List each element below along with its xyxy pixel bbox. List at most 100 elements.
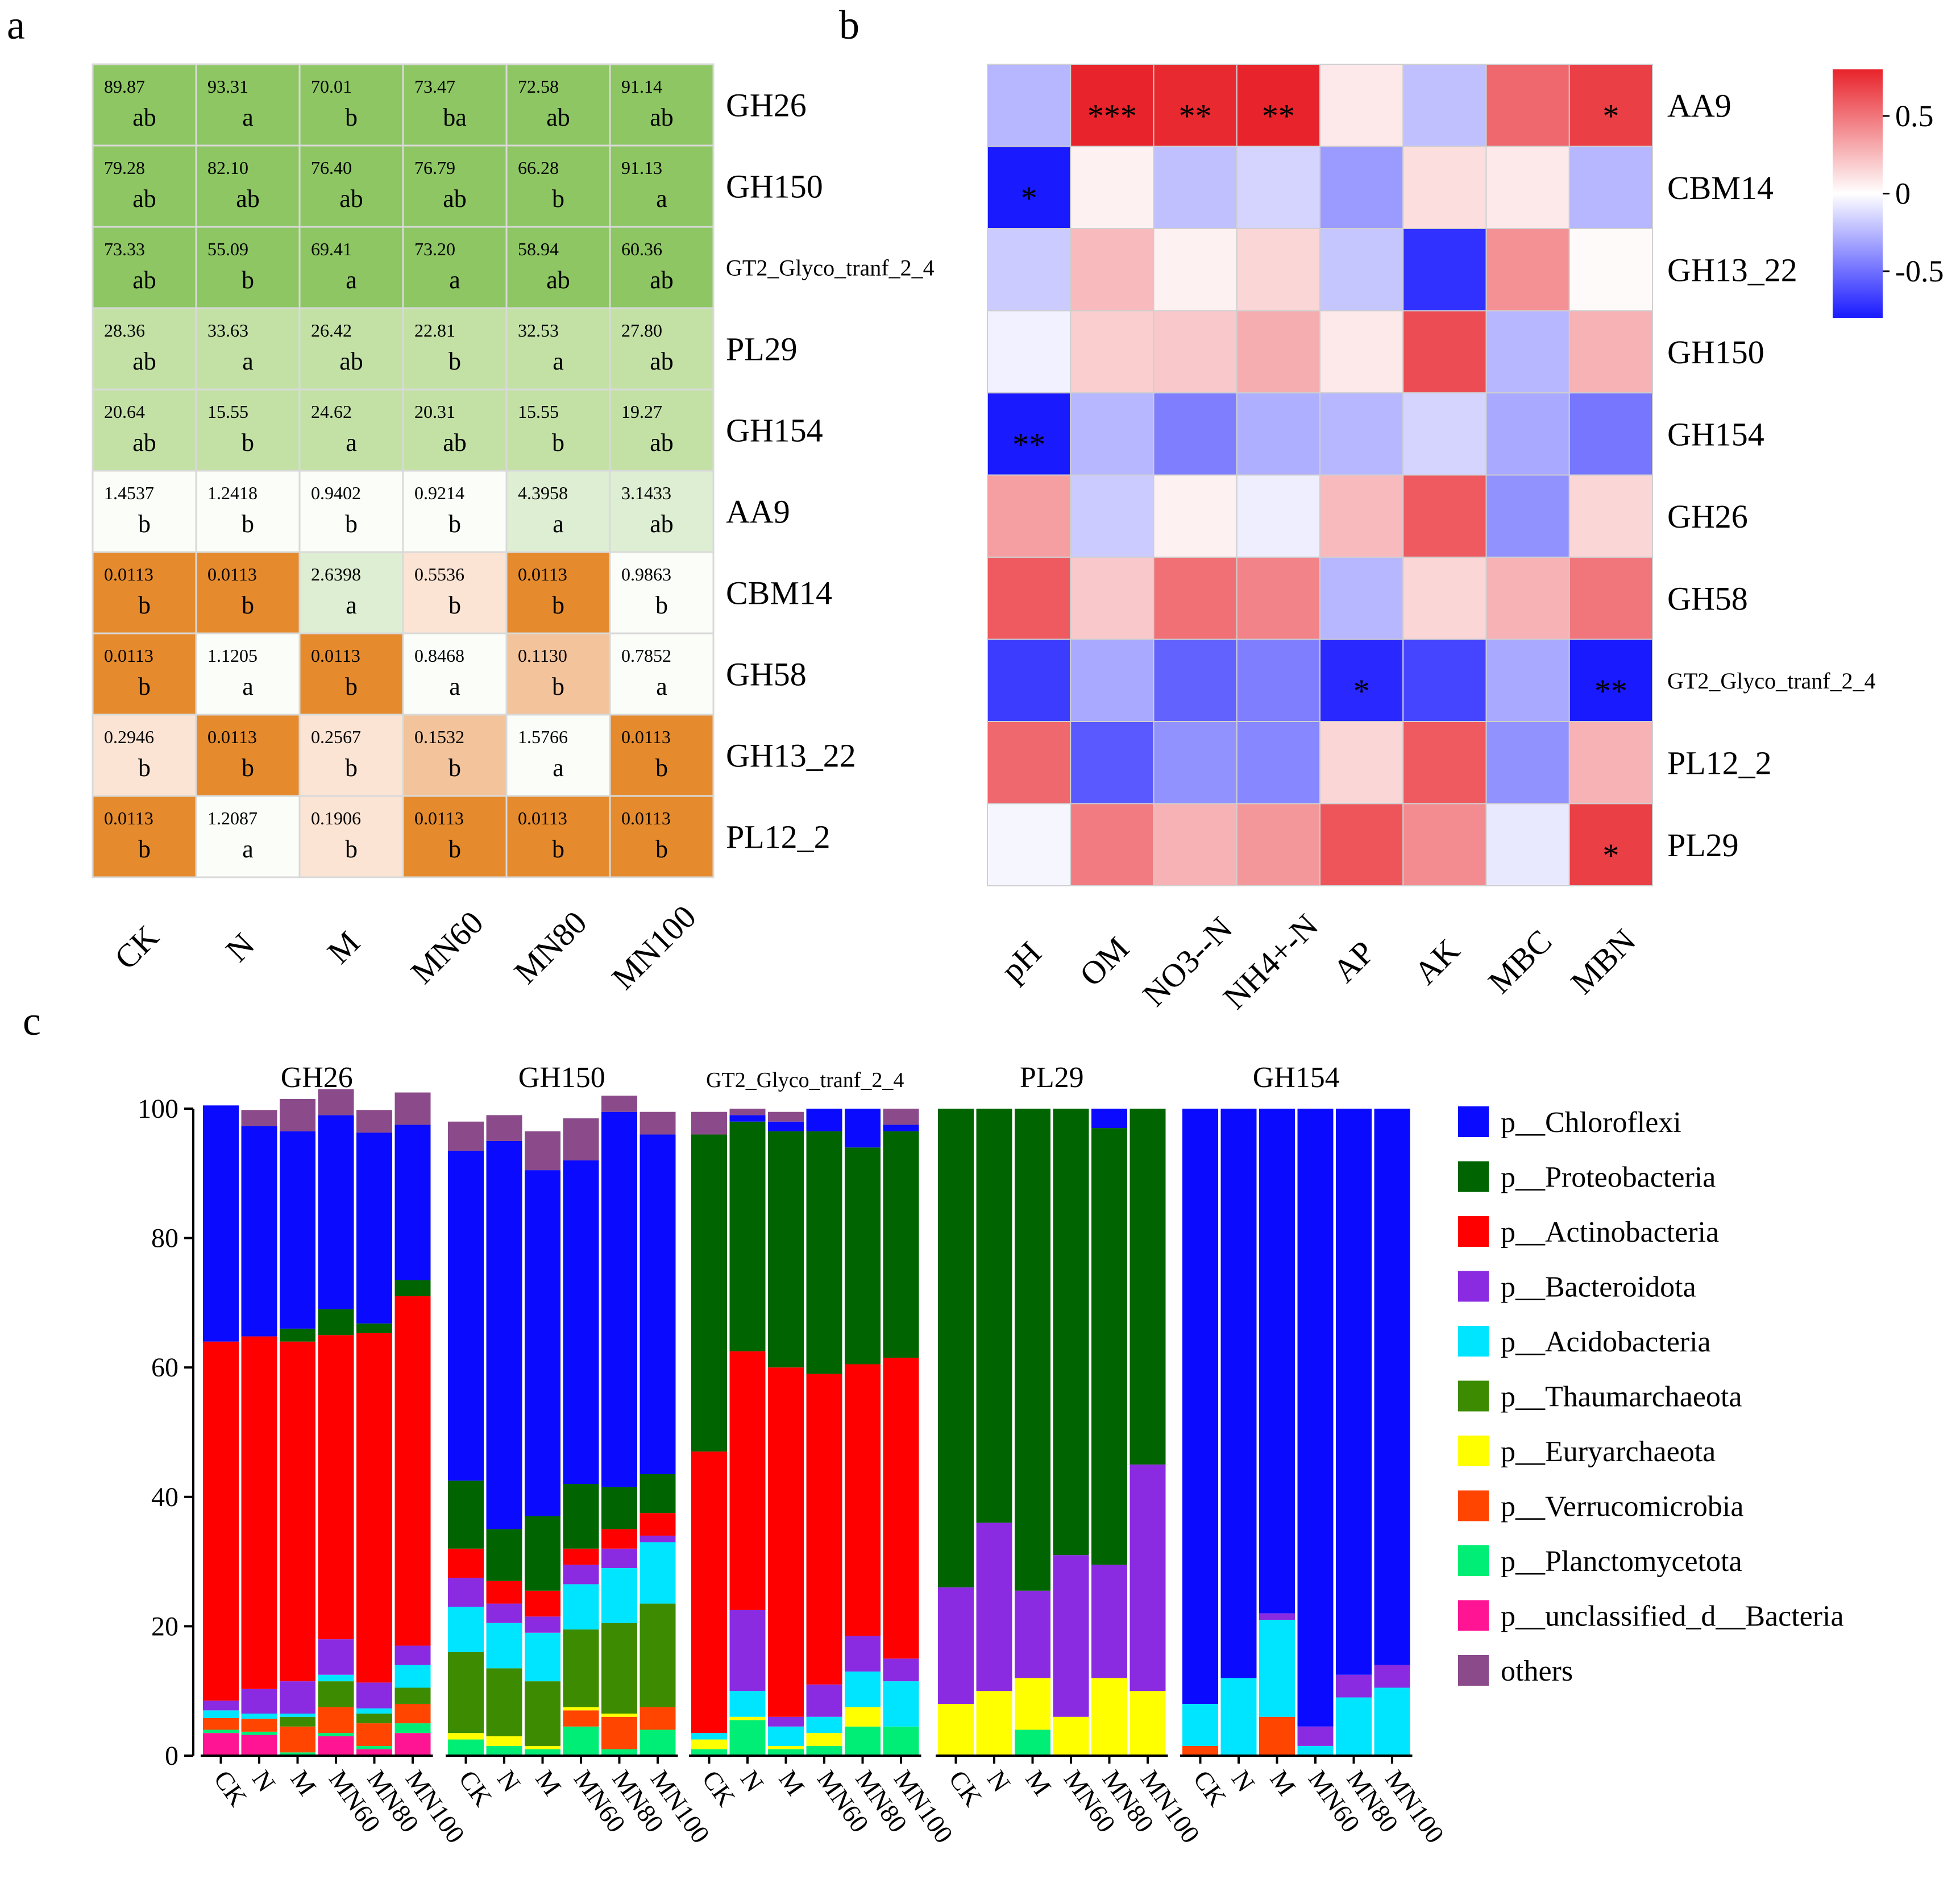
table-cell	[609, 470, 715, 553]
heatmap-cell	[1236, 721, 1320, 804]
subplot-title-gh26: GH26	[281, 1061, 353, 1094]
cell-value: 15.55	[518, 401, 559, 422]
bar-segment-p-actinobacteria	[318, 1335, 354, 1640]
bar-segment-p-bacteroidota	[203, 1700, 239, 1711]
heatmap-cell	[1402, 310, 1487, 393]
bar-segment-p-chloroflexi	[356, 1133, 392, 1324]
bar-segment-p-thaumarchaeota	[601, 1623, 637, 1714]
x-tick-label-ck: CK	[208, 1765, 252, 1811]
heatmap-cell	[1319, 146, 1404, 229]
bar-segment-p-euryarchaeota	[729, 1716, 766, 1720]
bar-segment-p-unclassified-d-bacteria	[203, 1733, 239, 1756]
table-cell	[92, 632, 197, 716]
heatmap-cell	[1153, 721, 1238, 804]
column-label-m: M	[320, 924, 367, 970]
bar-segment-p-chloroflexi	[203, 1105, 239, 1342]
significance-stars: *	[1602, 97, 1619, 134]
cell-value: 24.62	[311, 401, 352, 422]
cell-group-letter: b	[345, 835, 358, 863]
bar-segment-p-thaumarchaeota	[356, 1714, 392, 1724]
heatmap-cell	[987, 64, 1072, 147]
bar-segment-p-chloroflexi	[1182, 1109, 1218, 1704]
bar-segment-others	[280, 1098, 315, 1131]
cell-value: 76.40	[311, 157, 352, 178]
bar-segment-p-verrucomicrobia	[356, 1723, 392, 1746]
heatmap-cell	[1236, 803, 1320, 886]
heatmap-cell	[1485, 228, 1570, 312]
x-tick-label-n: N	[1226, 1765, 1261, 1797]
significance-stars: *	[1353, 673, 1370, 710]
x-tick-label-n: N	[982, 1765, 1016, 1797]
legend-label-p-proteobacteria: p__Proteobacteria	[1501, 1162, 1716, 1194]
legend-label-p-chloroflexi: p__Chloroflexi	[1501, 1106, 1681, 1139]
heatmap-cell	[1236, 474, 1320, 558]
cell-value: 0.2946	[104, 727, 154, 747]
cell-value: 72.58	[518, 76, 559, 97]
x-tick-label-m: M	[773, 1765, 810, 1801]
cell-group-letter: b	[449, 347, 461, 375]
bar-segment-p-chloroflexi	[525, 1170, 560, 1516]
heatmap-cell	[1070, 392, 1155, 476]
heatmap-cell	[1319, 803, 1404, 886]
y-tick-label: 60	[151, 1353, 178, 1383]
bar-segment-p-euryarchaeota	[768, 1745, 804, 1749]
heatmap-cell	[1070, 721, 1155, 804]
bar-segment-p-bacteroidota	[1297, 1726, 1334, 1746]
bar-segment-p-planctomycetota	[448, 1739, 484, 1756]
cell-value: 33.63	[207, 320, 248, 341]
bar-segment-others	[601, 1096, 637, 1112]
heatmap-cell	[1402, 392, 1487, 476]
heatmap-row-label-gh58: GH58	[1667, 580, 1748, 617]
bar-segment-p-proteobacteria	[601, 1487, 637, 1529]
cell-group-letter: b	[552, 429, 564, 457]
significance-stars: ***	[1087, 97, 1137, 134]
bar-segment-p-bacteroidota	[768, 1716, 804, 1727]
heatmap-cell	[1153, 557, 1238, 640]
legend-label-p-acidobacteria: p__Acidobacteria	[1501, 1326, 1711, 1358]
heatmap-cell	[1402, 228, 1487, 312]
bar-segment-p-planctomycetota	[280, 1752, 315, 1756]
bar-segment-p-chloroflexi	[1091, 1109, 1127, 1129]
bar-segment-p-bacteroidota	[729, 1610, 766, 1691]
table-cell	[298, 714, 404, 797]
heatmap-row-label-pl12-2: PL12_2	[1667, 744, 1772, 781]
bar-segment-p-bacteroidota	[1374, 1665, 1410, 1688]
heatmap-cell	[1070, 638, 1155, 722]
bar-segment-p-chloroflexi	[241, 1126, 277, 1337]
bar-segment-p-euryarchaeota	[845, 1707, 881, 1727]
cell-group-letter: ab	[443, 185, 467, 213]
cell-group-letter: a	[346, 429, 357, 457]
cell-group-letter: ab	[132, 185, 156, 213]
colorbar-tick-label: 0.5	[1895, 99, 1934, 133]
bar-segment-p-euryarchaeota	[1015, 1678, 1050, 1730]
bar-segment-p-bacteroidota	[356, 1682, 392, 1708]
heatmap-cell	[987, 474, 1072, 558]
bar-segment-p-proteobacteria	[318, 1309, 354, 1335]
cell-value: 60.36	[621, 239, 662, 259]
x-tick-label-ck: CK	[453, 1765, 497, 1811]
row-label-pl12-2: PL12_2	[726, 819, 830, 856]
bar-segment-p-unclassified-d-bacteria	[356, 1749, 392, 1756]
heatmap-row-label-pl29: PL29	[1667, 827, 1739, 864]
x-tick-label-n: N	[735, 1765, 770, 1797]
cell-value: 1.4537	[104, 483, 154, 503]
bar-segment-p-bacteroidota	[448, 1578, 484, 1607]
bar-segment-p-planctomycetota	[318, 1733, 354, 1736]
cell-value: 15.55	[207, 401, 248, 422]
cell-value: 22.81	[414, 320, 455, 341]
bar-segment-p-bacteroidota	[1336, 1674, 1372, 1698]
bar-segment-p-bacteroidota	[241, 1689, 277, 1714]
bar-segment-p-verrucomicrobia	[1259, 1716, 1295, 1756]
cell-group-letter: b	[345, 510, 358, 538]
bar-segment-p-acidobacteria	[1336, 1697, 1372, 1756]
bar-segment-others	[883, 1109, 919, 1125]
bar-segment-p-bacteroidota	[395, 1645, 431, 1665]
bar-segment-p-thaumarchaeota	[280, 1716, 315, 1727]
bar-segment-p-chloroflexi	[806, 1109, 842, 1131]
bar-segment-p-verrucomicrobia	[241, 1719, 277, 1732]
bar-segment-p-euryarchaeota	[938, 1703, 974, 1756]
bar-segment-p-euryarchaeota	[1053, 1716, 1089, 1756]
legend-swatch-others	[1458, 1655, 1489, 1686]
bar-segment-p-verrucomicrobia	[563, 1710, 599, 1727]
heatmap-cell	[1402, 64, 1487, 147]
